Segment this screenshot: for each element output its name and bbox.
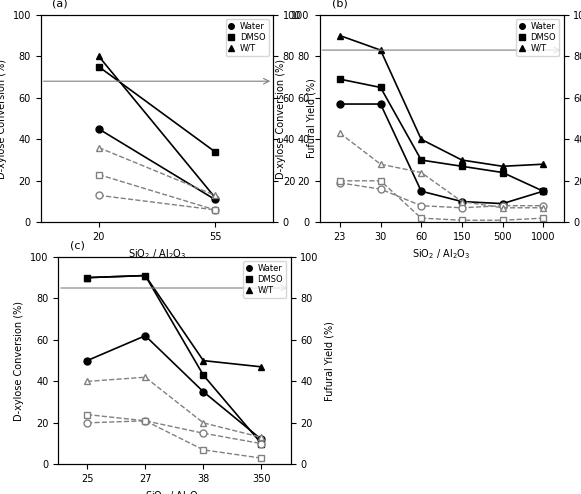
Y-axis label: Fufural Yield (%): Fufural Yield (%) bbox=[307, 79, 317, 159]
X-axis label: SiO$_2$ / Al$_2$O$_3$: SiO$_2$ / Al$_2$O$_3$ bbox=[413, 247, 471, 261]
Y-axis label: Fufural Yield (%): Fufural Yield (%) bbox=[324, 321, 334, 401]
Legend: Water, DMSO, W/T: Water, DMSO, W/T bbox=[226, 19, 269, 56]
Y-axis label: D-xylose Conversion (%): D-xylose Conversion (%) bbox=[276, 59, 286, 178]
Text: (a): (a) bbox=[52, 0, 68, 8]
Y-axis label: D-xylose Conversion (%): D-xylose Conversion (%) bbox=[15, 301, 24, 420]
Text: (b): (b) bbox=[332, 0, 347, 8]
Legend: Water, DMSO, W/T: Water, DMSO, W/T bbox=[517, 19, 560, 56]
X-axis label: SiO$_2$ / Al$_2$O$_3$: SiO$_2$ / Al$_2$O$_3$ bbox=[128, 247, 186, 261]
Legend: Water, DMSO, W/T: Water, DMSO, W/T bbox=[243, 261, 286, 298]
Y-axis label: D-xylose Conversion (%): D-xylose Conversion (%) bbox=[0, 59, 7, 178]
Text: (c): (c) bbox=[70, 241, 85, 250]
X-axis label: SiO$_2$ / Al$_2$O$_3$: SiO$_2$ / Al$_2$O$_3$ bbox=[145, 490, 203, 494]
